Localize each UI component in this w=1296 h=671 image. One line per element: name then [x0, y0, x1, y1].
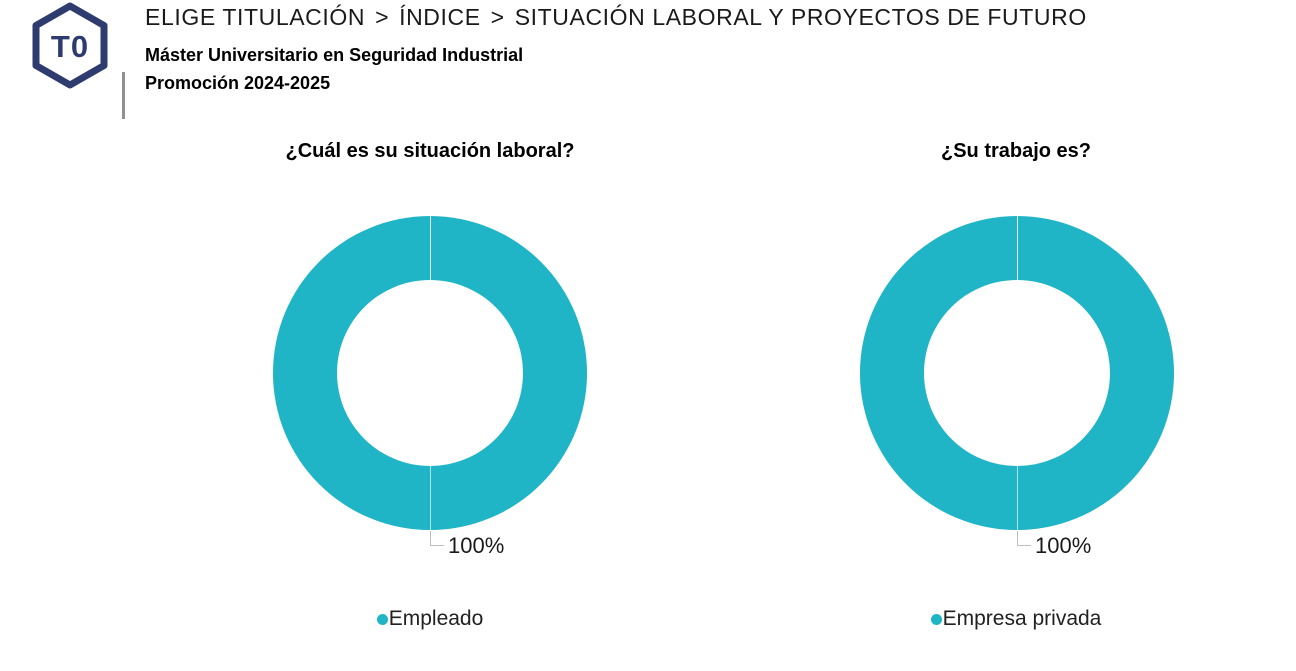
legend-label: Empleado	[388, 607, 484, 630]
label-leader-line	[430, 531, 444, 546]
degree-title: Máster Universitario en Seguridad Indust…	[145, 45, 524, 65]
donut-hole	[924, 280, 1110, 466]
legend: Empresa privada	[816, 607, 1216, 631]
legend: Empleado	[230, 607, 630, 631]
slice-seam	[429, 466, 431, 530]
breadcrumb-separator: >	[490, 4, 505, 30]
breadcrumb-item-current: SITUACIÓN LABORAL Y PROYECTOS DE FUTURO	[514, 4, 1087, 30]
legend-item-empresa-privada[interactable]: Empresa privada	[930, 607, 1102, 631]
label-leader-line	[1017, 531, 1031, 546]
logo-hexagon-outline	[32, 2, 108, 89]
slice-seam	[1016, 466, 1018, 530]
header-divider	[122, 72, 125, 119]
data-label: 100%	[448, 533, 505, 558]
donut-hole	[337, 280, 523, 466]
chart-title: ¿Su trabajo es?	[940, 140, 1092, 162]
breadcrumb-item-indice[interactable]: ÍNDICE	[399, 4, 481, 30]
chart-situacion-laboral: ¿Cuál es su situación laboral? 100% Empl…	[230, 130, 630, 671]
slice-seam	[429, 216, 431, 280]
donut-chart[interactable]	[273, 216, 587, 530]
slice-seam	[1016, 216, 1018, 280]
donut-chart[interactable]	[860, 216, 1174, 530]
legend-dot-icon	[376, 613, 388, 625]
chart-su-trabajo: ¿Su trabajo es? 100% Empresa privada	[816, 130, 1216, 671]
data-label: 100%	[1035, 533, 1092, 558]
breadcrumb-item-elige-titulacion[interactable]: ELIGE TITULACIÓN	[145, 4, 366, 30]
logo-hexagon-icon: T0	[32, 2, 108, 89]
legend-dot-icon	[930, 613, 942, 625]
breadcrumb-separator: >	[375, 4, 390, 30]
legend-item-empleado[interactable]: Empleado	[376, 607, 484, 631]
promotion-label: Promoción 2024-2025	[145, 73, 331, 93]
breadcrumb: ELIGE TITULACIÓN > ÍNDICE > SITUACIÓN LABORA…	[145, 4, 1087, 31]
legend-label: Empresa privada	[942, 607, 1102, 630]
chart-title: ¿Cuál es su situación laboral?	[285, 140, 575, 162]
logo-text: T0	[51, 29, 89, 64]
